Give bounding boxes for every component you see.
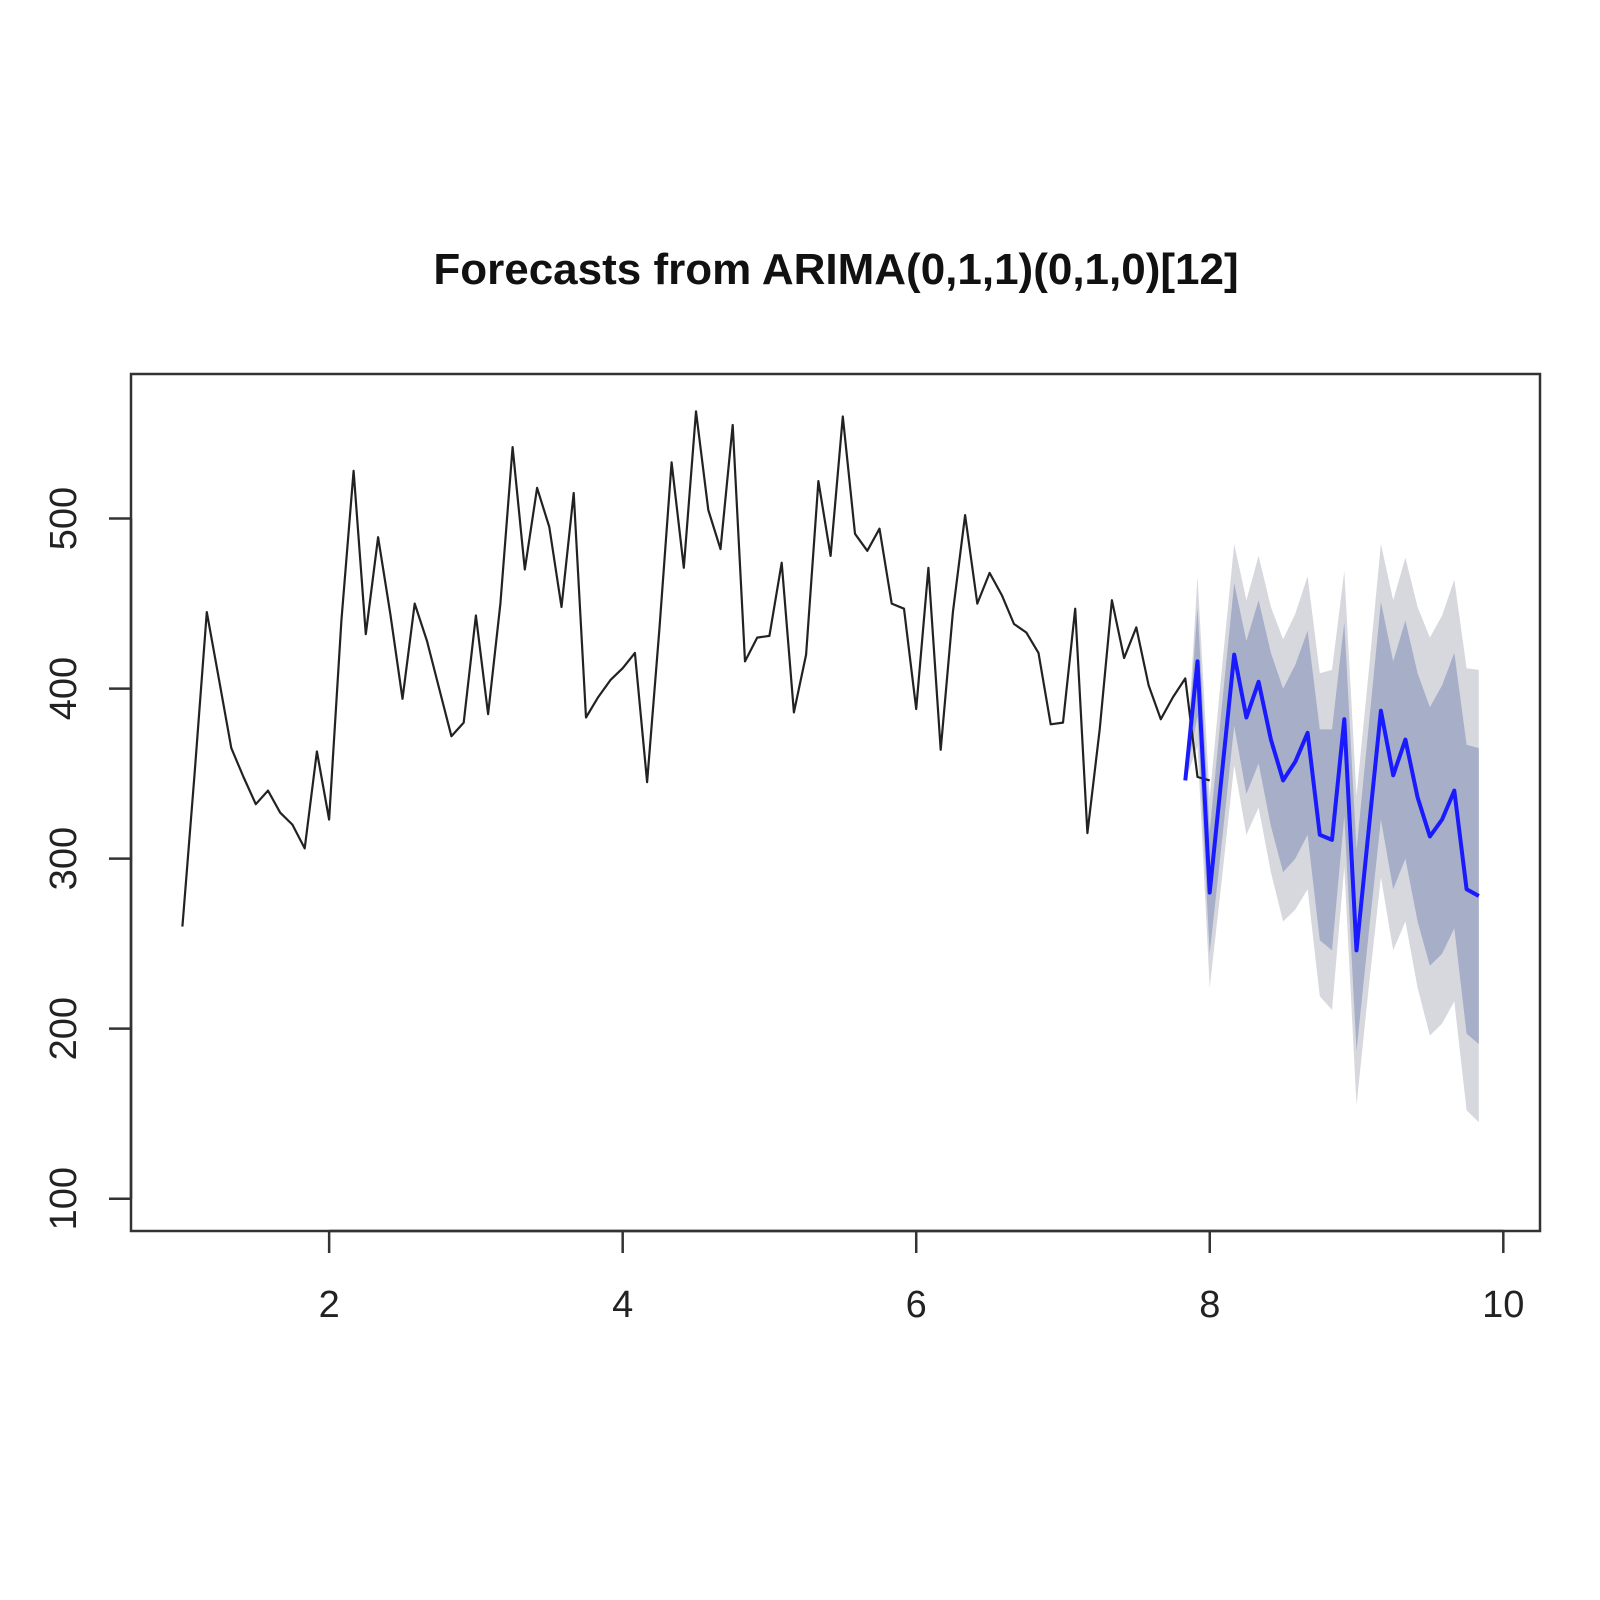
x-tick-label: 8	[1199, 1284, 1220, 1326]
x-tick-label: 10	[1482, 1284, 1524, 1326]
band-80	[1185, 583, 1479, 1051]
y-tick-label: 100	[43, 1167, 85, 1230]
forecast-line	[1183, 652, 1480, 953]
chart-title: Forecasts from ARIMA(0,1,1)(0,1,0)[12]	[433, 245, 1238, 294]
series-lines	[181, 410, 1480, 953]
y-tick-label: 200	[43, 997, 85, 1060]
history-line	[181, 410, 1210, 927]
x-axis: 2 4 6 8 10	[319, 1229, 1524, 1326]
y-axis: 100 200 300 400 500	[43, 487, 133, 1230]
y-tick-label: 400	[43, 657, 85, 720]
y-tick-label: 300	[43, 827, 85, 890]
x-tick-label: 4	[612, 1284, 633, 1326]
x-tick-label: 6	[906, 1284, 927, 1326]
x-tick-label: 2	[319, 1284, 340, 1326]
y-tick-label: 500	[43, 487, 85, 550]
